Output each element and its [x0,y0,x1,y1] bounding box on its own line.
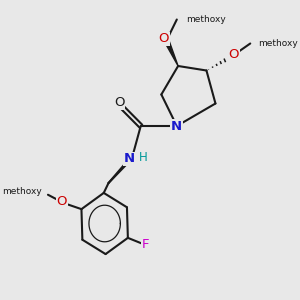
Text: O: O [114,96,124,110]
Text: H: H [139,151,148,164]
Text: N: N [124,152,135,166]
Text: methoxy: methoxy [186,15,226,24]
Polygon shape [164,39,178,66]
Text: O: O [57,195,67,208]
Text: O: O [159,32,169,46]
Text: O: O [228,47,239,61]
Text: methoxy: methoxy [258,39,298,48]
Text: N: N [171,119,182,133]
Text: F: F [142,238,150,251]
Text: methoxy: methoxy [2,187,41,196]
